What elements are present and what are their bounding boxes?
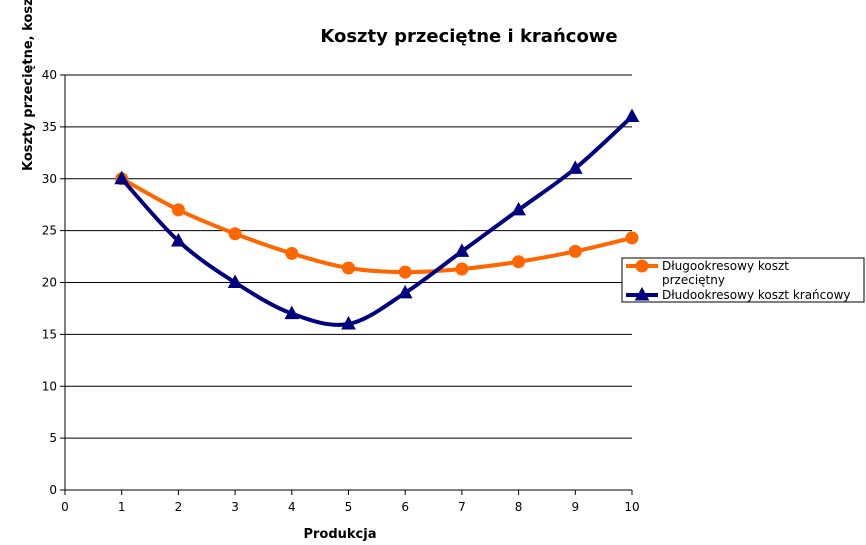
legend-entry-1: Długookresowy koszt przeciętny xyxy=(626,259,789,287)
data-point xyxy=(511,201,526,216)
x-tick-label: 2 xyxy=(175,500,183,514)
legend-label: Dłudookresowy koszt krańcowy xyxy=(662,288,851,302)
data-point xyxy=(285,246,299,260)
y-tick-label: 10 xyxy=(42,379,57,393)
data-point xyxy=(228,227,242,241)
x-tick-label: 10 xyxy=(624,500,639,514)
legend-swatch-marker xyxy=(634,286,650,301)
data-point xyxy=(512,255,526,269)
x-tick-label: 9 xyxy=(571,500,579,514)
legend-box xyxy=(621,257,865,303)
data-point xyxy=(568,244,582,258)
legend: Długookresowy koszt przeciętnyDłudookreso… xyxy=(621,257,865,303)
y-tick-label: 0 xyxy=(49,483,57,497)
series-line xyxy=(119,114,634,327)
data-point xyxy=(398,265,412,279)
x-tick-label: 3 xyxy=(231,500,239,514)
series-1 xyxy=(115,172,639,279)
series-line xyxy=(119,176,634,275)
data-point xyxy=(455,262,469,276)
y-tick-label: 5 xyxy=(49,431,57,445)
x-tick-label: 0 xyxy=(61,500,69,514)
y-axis-label: Koszty przeciętne, koszt krańcowy xyxy=(21,0,36,171)
legend-label-line: przeciętny xyxy=(662,273,725,287)
data-point xyxy=(284,305,300,320)
y-tick-label: 25 xyxy=(42,224,57,238)
data-point xyxy=(454,243,470,257)
x-tick-label: 4 xyxy=(288,500,296,514)
data-point xyxy=(342,261,355,275)
series-2 xyxy=(114,108,640,330)
x-tick-label: 8 xyxy=(515,500,523,514)
legend-label-line: Długookresowy koszt xyxy=(662,259,789,273)
legend-swatch-marker xyxy=(635,259,649,273)
data-point xyxy=(171,203,185,217)
y-tick-label: 15 xyxy=(42,327,57,341)
x-tick-label: 1 xyxy=(118,500,126,514)
data-point xyxy=(397,284,413,299)
y-tick-label: 30 xyxy=(42,172,57,186)
legend-label-line: Dłudookresowy koszt krańcowy xyxy=(662,288,851,302)
y-tick-label: 40 xyxy=(42,68,57,82)
x-axis-ticks: 0 1 2 3 4 5 6 7 8 9 10 xyxy=(61,490,640,514)
y-tick-label: 20 xyxy=(42,276,57,290)
y-tick-label: 35 xyxy=(42,120,57,134)
data-point xyxy=(567,160,583,174)
legend-entry-2: Dłudookresowy koszt krańcowy xyxy=(626,286,851,302)
data-point xyxy=(114,170,130,185)
legend-label: Długookresowy koszt przeciętny xyxy=(662,259,789,287)
data-point xyxy=(227,274,243,288)
x-axis-label: Produkcja xyxy=(303,527,376,542)
x-tick-label: 5 xyxy=(345,500,353,514)
x-tick-label: 7 xyxy=(458,500,466,514)
data-point xyxy=(625,231,639,245)
chart-title: Koszty przeciętne i krańcowe xyxy=(320,26,617,47)
data-point xyxy=(624,108,640,122)
series-layer xyxy=(114,108,640,330)
grid-lines xyxy=(65,74,632,439)
data-point xyxy=(341,315,356,330)
x-tick-label: 6 xyxy=(401,500,409,514)
y-axis-ticks: 0 5 10 15 20 25 30 35 40 xyxy=(42,68,65,497)
data-point xyxy=(171,232,186,247)
